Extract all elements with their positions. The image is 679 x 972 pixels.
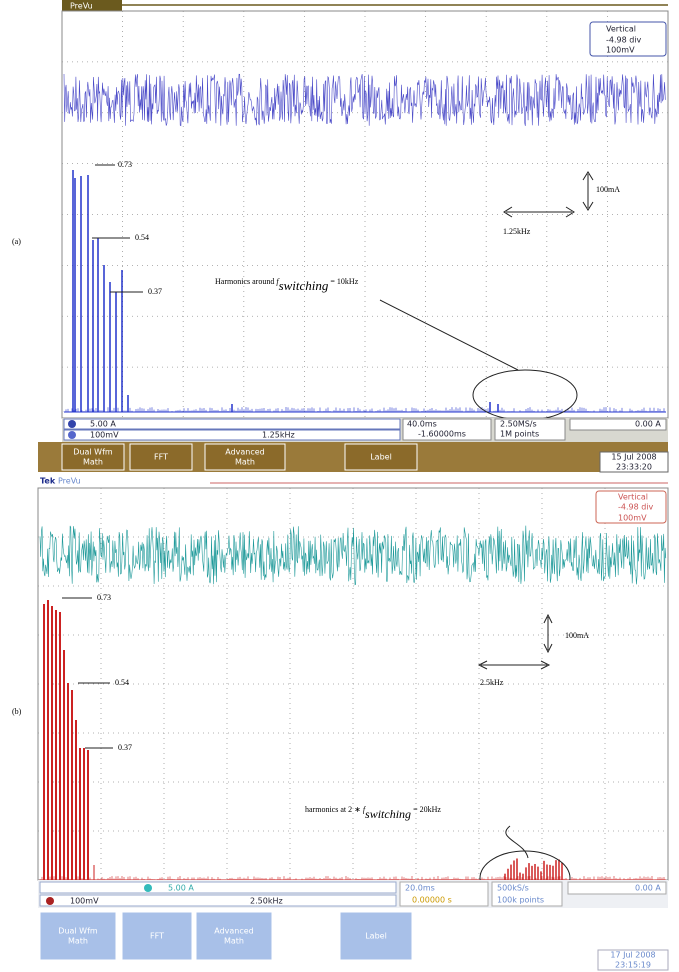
math-scale: 100mV [90, 431, 119, 440]
figure: PreVu Vertical -4.98 div 100mV 0.73 0.54… [0, 0, 679, 972]
delay: -1.60000ms [418, 430, 466, 439]
menu-label: Math [83, 458, 103, 467]
readout-position: -4.98 div [606, 36, 642, 45]
menu-label: Label [365, 932, 387, 941]
ch2-scale: 5.00 A [168, 884, 194, 893]
timebase: 40.0ms [407, 420, 437, 429]
sample-rate: 2.50MS/s [500, 420, 537, 429]
brand: Tek [40, 477, 56, 486]
menu-label: FFT [154, 453, 168, 462]
menu-label: Label [370, 453, 392, 462]
math-badge [68, 431, 76, 439]
menu-label: Math [68, 937, 88, 946]
menu-label: Dual Wfm [73, 448, 113, 457]
ch-badge [144, 884, 152, 892]
readout-title: Vertical [606, 25, 636, 34]
menu-label: Math [224, 937, 244, 946]
panel-label: (b) [12, 707, 22, 716]
prevu: PreVu [70, 2, 93, 11]
time: 23:15:19 [615, 961, 651, 970]
readout-position: -4.98 div [618, 503, 654, 512]
peak-label: 0.37 [148, 287, 162, 296]
peak-label: 0.54 [135, 233, 149, 242]
frequency-scale: 1.25kHz [503, 227, 531, 236]
status-field [40, 882, 396, 893]
math-scale: 100mV [70, 897, 99, 906]
time: 23:33:20 [616, 463, 652, 472]
prevu: PreVu [58, 477, 81, 486]
ch-badge [68, 420, 76, 428]
peak-label: 0.54 [115, 678, 129, 687]
math-span: 1.25kHz [262, 431, 295, 440]
menu-label: Math [235, 458, 255, 467]
annotation-subscript: switching [279, 278, 329, 293]
menu-label: Advanced [225, 448, 265, 457]
frequency-scale: 2.5kHz [480, 678, 504, 687]
top-bar-bg [38, 0, 668, 8]
date: 17 Jul 2008 [610, 951, 655, 960]
annotation-text: = 10kHz [328, 277, 358, 286]
panel-a: PreVu Vertical -4.98 div 100mV 0.73 0.54… [12, 0, 668, 472]
readout-scale: 100mV [618, 514, 647, 523]
annotation-text: harmonics at 2 ∗ [305, 805, 363, 814]
math-badge [46, 897, 54, 905]
peak-label: 0.37 [118, 743, 132, 752]
readout-title: Vertical [618, 493, 648, 502]
trigger-level: 0.00 A [635, 420, 661, 429]
delay: 0.00000 s [412, 896, 452, 905]
math-span: 2.50kHz [250, 897, 283, 906]
timebase: 20.0ms [405, 884, 435, 893]
amplitude-scale: 100mA [596, 185, 620, 194]
menu-label: Advanced [214, 927, 254, 936]
trigger-level: 0.00 A [635, 884, 661, 893]
annotation-text: Harmonics around [215, 277, 276, 286]
date: 15 Jul 2008 [611, 453, 656, 462]
readout-scale: 100mV [606, 46, 635, 55]
peak-label: 0.73 [97, 593, 111, 602]
menu-label: FFT [150, 932, 164, 941]
annotation-subscript: switching [365, 807, 411, 821]
peak-label: 0.73 [118, 160, 132, 169]
record-length: 1M points [500, 430, 539, 439]
menu-label: Dual Wfm [58, 927, 98, 936]
panel-b: Tek PreVu Vertical -4.98 div 100mV 0.73 … [12, 477, 668, 972]
ch1-scale: 5.00 A [90, 420, 116, 429]
annotation-text: = 20kHz [411, 805, 441, 814]
panel-label: (a) [12, 237, 21, 246]
sample-rate: 500kS/s [497, 884, 529, 893]
amplitude-scale: 100mA [565, 631, 589, 640]
record-length: 100k points [497, 896, 544, 905]
